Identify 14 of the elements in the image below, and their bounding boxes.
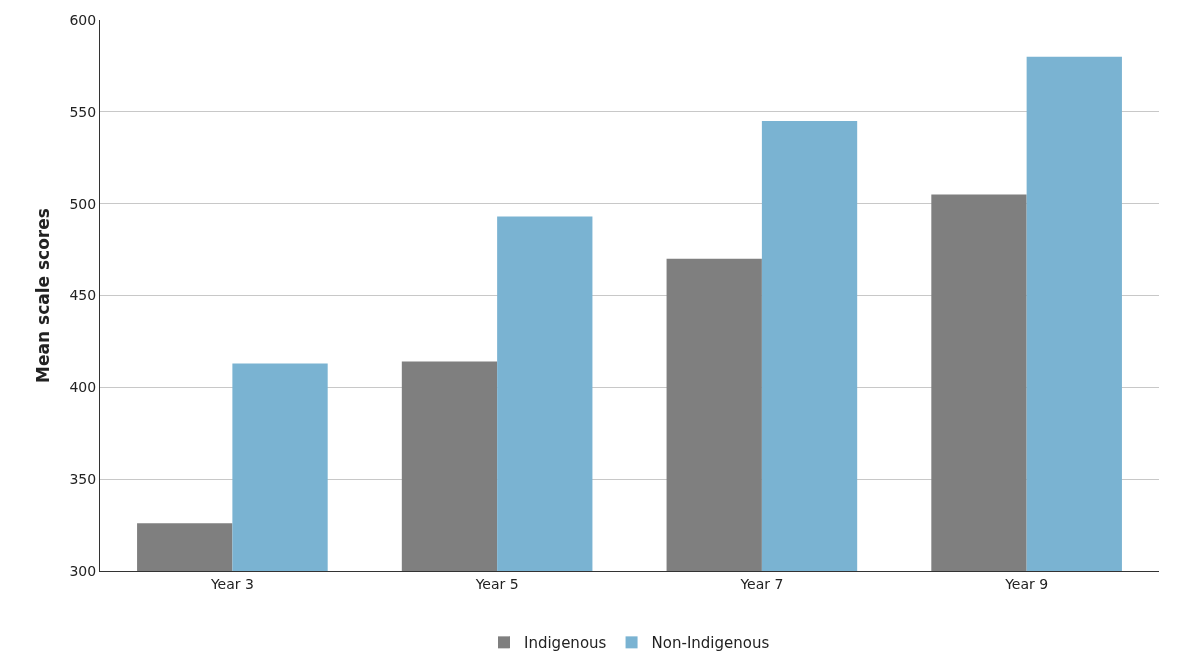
y-tick-label: 350 — [69, 471, 97, 488]
y-tick-label: 600 — [69, 11, 97, 28]
y-tick-label: 550 — [69, 103, 97, 120]
y-tick-label: 500 — [69, 195, 97, 212]
legend-label: Non-Indigenous — [651, 634, 770, 653]
x-tick-label: Year 5 — [474, 575, 519, 592]
y-axis-title: Mean scale scores — [33, 208, 54, 383]
x-tick-label: Year 9 — [1004, 575, 1049, 592]
legend-label: Indigenous — [524, 634, 607, 653]
x-tick-label: Year 3 — [209, 575, 254, 592]
y-tick-label: 450 — [69, 287, 97, 304]
y-tick-label: 300 — [69, 562, 97, 579]
x-tick-label: Year 7 — [739, 575, 784, 592]
y-tick-label: 400 — [69, 379, 97, 396]
